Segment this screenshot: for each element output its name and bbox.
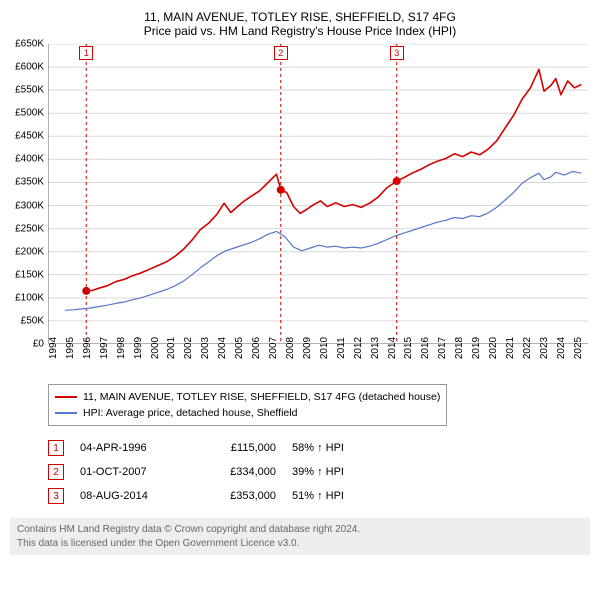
x-tick-label: 1995 [65,337,76,359]
x-tick-label: 2024 [556,337,567,359]
chart-figure: 11, MAIN AVENUE, TOTLEY RISE, SHEFFIELD,… [0,0,600,565]
x-tick-label: 2004 [217,337,228,359]
event-badge: 1 [48,440,64,456]
x-tick-label: 2010 [319,337,330,359]
event-badge-on-chart: 1 [79,46,93,60]
x-tick-label: 1994 [48,337,59,359]
y-tick-label: £250K [15,223,44,234]
plot-svg [48,44,588,344]
y-tick-label: £300K [15,200,44,211]
x-tick-label: 2018 [454,337,465,359]
legend-row: 11, MAIN AVENUE, TOTLEY RISE, SHEFFIELD,… [55,389,440,405]
y-tick-label: £200K [15,246,44,257]
event-date: 04-APR-1996 [80,442,180,454]
y-tick-label: £500K [15,108,44,119]
y-tick-label: £600K [15,62,44,73]
x-tick-label: 2020 [488,337,499,359]
x-tick-label: 2021 [505,337,516,359]
y-tick-label: £350K [15,177,44,188]
event-badge-on-chart: 3 [390,46,404,60]
event-price: £353,000 [196,490,276,502]
x-tick-label: 2011 [336,337,347,359]
x-tick-label: 2013 [370,337,381,359]
legend-label: 11, MAIN AVENUE, TOTLEY RISE, SHEFFIELD,… [83,391,440,403]
y-tick-label: £0 [33,339,44,350]
x-tick-label: 2008 [285,337,296,359]
event-date: 01-OCT-2007 [80,466,180,478]
x-tick-label: 2003 [200,337,211,359]
series-line [86,69,581,291]
x-tick-label: 1997 [99,337,110,359]
x-tick-label: 2005 [234,337,245,359]
plot: £0£50K£100K£150K£200K£250K£300K£350K£400… [48,44,588,344]
x-tick-label: 2009 [302,337,313,359]
x-tick-label: 2017 [437,337,448,359]
x-tick-label: 2012 [353,337,364,359]
event-row: 1 04-APR-1996 £115,000 58% ↑ HPI [48,436,590,460]
chart-area: £0£50K£100K£150K£200K£250K£300K£350K£400… [10,44,590,344]
attribution-line-2: This data is licensed under the Open Gov… [17,537,583,551]
event-hpi: 51% ↑ HPI [292,490,344,502]
event-hpi: 39% ↑ HPI [292,466,344,478]
event-row: 3 08-AUG-2014 £353,000 51% ↑ HPI [48,484,590,508]
x-tick-label: 2022 [522,337,533,359]
x-tick-label: 2002 [183,337,194,359]
legend-row: HPI: Average price, detached house, Shef… [55,405,440,421]
y-tick-label: £550K [15,85,44,96]
x-tick-label: 2015 [403,337,414,359]
attribution-line-1: Contains HM Land Registry data © Crown c… [17,523,583,537]
x-tick-label: 2000 [150,337,161,359]
y-tick-label: £50K [21,315,44,326]
x-tick-label: 2025 [573,337,584,359]
legend-label: HPI: Average price, detached house, Shef… [83,407,297,419]
event-hpi: 58% ↑ HPI [292,442,344,454]
x-tick-label: 2006 [251,337,262,359]
title-line-1: 11, MAIN AVENUE, TOTLEY RISE, SHEFFIELD,… [10,10,590,24]
x-tick-label: 1998 [116,337,127,359]
attribution: Contains HM Land Registry data © Crown c… [10,518,590,555]
y-tick-label: £450K [15,131,44,142]
event-price: £334,000 [196,466,276,478]
x-tick-label: 2023 [539,337,550,359]
event-badge-on-chart: 2 [274,46,288,60]
x-tick-label: 2001 [166,337,177,359]
x-tick-label: 2019 [471,337,482,359]
event-price: £115,000 [196,442,276,454]
legend: 11, MAIN AVENUE, TOTLEY RISE, SHEFFIELD,… [48,384,447,426]
y-tick-label: £400K [15,154,44,165]
x-tick-label: 1996 [82,337,93,359]
x-tick-label: 2016 [420,337,431,359]
legend-swatch [55,412,77,414]
event-row: 2 01-OCT-2007 £334,000 39% ↑ HPI [48,460,590,484]
y-tick-label: £650K [15,39,44,50]
y-tick-label: £150K [15,269,44,280]
event-table: 1 04-APR-1996 £115,000 58% ↑ HPI 2 01-OCT-200… [48,436,590,508]
y-tick-label: £100K [15,292,44,303]
title-line-2: Price paid vs. HM Land Registry's House … [10,24,590,38]
series-line [65,171,581,310]
event-date: 08-AUG-2014 [80,490,180,502]
x-tick-label: 2007 [268,337,279,359]
event-badge: 2 [48,464,64,480]
legend-swatch [55,396,77,398]
event-badge: 3 [48,488,64,504]
x-tick-label: 1999 [133,337,144,359]
x-tick-label: 2014 [387,337,398,359]
